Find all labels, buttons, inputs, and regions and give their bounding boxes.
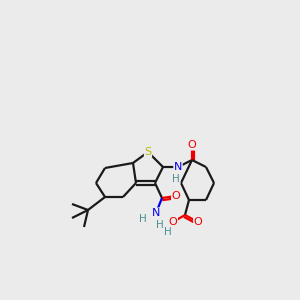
Text: H: H bbox=[156, 220, 164, 230]
Text: N: N bbox=[152, 208, 160, 218]
Text: O: O bbox=[172, 191, 180, 201]
Text: O: O bbox=[188, 140, 196, 150]
Text: N: N bbox=[174, 162, 182, 172]
Text: H: H bbox=[139, 214, 147, 224]
Text: S: S bbox=[144, 147, 152, 157]
Text: H: H bbox=[172, 174, 180, 184]
Text: H: H bbox=[164, 227, 172, 237]
Text: O: O bbox=[194, 217, 202, 227]
Text: O: O bbox=[169, 217, 177, 227]
